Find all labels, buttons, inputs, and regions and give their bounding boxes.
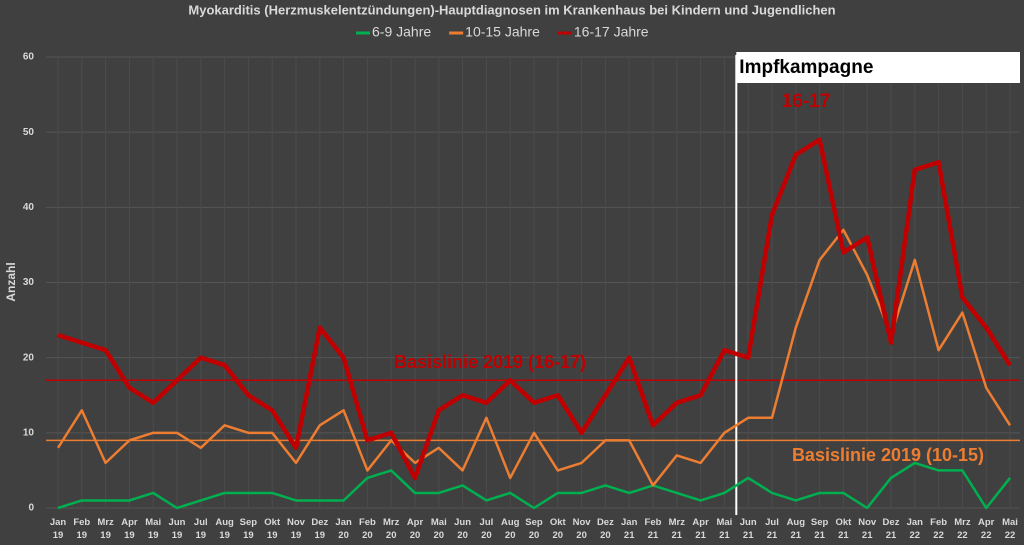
x-tick-label: Jun 20 [454, 517, 471, 541]
x-tick-label: Feb 21 [645, 517, 662, 541]
x-tick-label: Feb 22 [930, 517, 947, 541]
x-tick-label: Apr 22 [978, 517, 995, 541]
x-tick-label: Nov 21 [858, 517, 877, 541]
x-tick-label: Jan 22 [907, 517, 924, 541]
legend-label: 10-15 Jahre [465, 24, 540, 40]
x-tick-label: Nov 20 [573, 517, 592, 541]
x-tick-label: Sep 20 [525, 517, 543, 541]
baseline-label: Basislinie 2019 (10-15) [792, 445, 984, 465]
chart-title: Myokarditis (Herzmuskelentzündungen)-Hau… [188, 2, 835, 17]
peak-label: 16-17 [782, 91, 831, 112]
series-line [57, 137, 1012, 481]
x-tick-label: Okt 21 [835, 517, 852, 541]
x-tick-label: Sep 21 [811, 517, 829, 541]
x-tick-label: Aug 20 [501, 517, 520, 541]
x-tick-label: Mai 19 [145, 517, 161, 541]
y-tick-label: 30 [23, 277, 35, 288]
y-axis-label: Anzahl [4, 262, 18, 301]
y-tick-label: 0 [28, 503, 34, 514]
x-tick-label: Feb 19 [73, 517, 90, 541]
legend-label: 16-17 Jahre [574, 24, 649, 40]
x-tick-label: Okt 20 [550, 517, 567, 541]
y-tick-label: 10 [23, 427, 35, 438]
x-tick-label: Dez 21 [883, 517, 900, 541]
x-tick-label: Dez 20 [597, 517, 614, 541]
x-tick-label: Jul 21 [765, 517, 779, 541]
x-tick-label: Mrz 21 [669, 517, 686, 541]
campaign-label: Impfkampagne [739, 57, 873, 78]
x-tick-label: Apr 20 [407, 517, 424, 541]
x-tick-label: Feb 20 [359, 517, 376, 541]
x-tick-label: Jan 21 [621, 517, 638, 541]
x-tick-label: Mai 22 [1002, 517, 1018, 541]
legend-label: 6-9 Jahre [372, 24, 431, 40]
x-tick-label: Mai 21 [716, 517, 732, 541]
x-tick-label: Jun 19 [169, 517, 186, 541]
x-tick-label: Okt 19 [264, 517, 281, 541]
series-line [57, 461, 1011, 510]
x-tick-label: Jan 20 [335, 517, 352, 541]
x-tick-label: Jul 20 [480, 517, 494, 541]
x-tick-label: Nov 19 [287, 517, 306, 541]
x-tick-label: Jul 19 [194, 517, 208, 541]
x-tick-label: Dez 19 [311, 517, 328, 541]
x-tick-label: Jan 19 [50, 517, 67, 541]
baseline-label: Basislinie 2019 (16-17) [394, 352, 586, 372]
x-tick-label: Mrz 20 [383, 517, 400, 541]
x-tick-label: Mrz 19 [97, 517, 114, 541]
x-tick-label: Jun 21 [740, 517, 757, 541]
y-tick-label: 60 [23, 52, 35, 63]
y-tick-label: 40 [23, 202, 35, 213]
campaign-box [736, 52, 1020, 83]
x-tick-label: Aug 21 [787, 517, 806, 541]
x-tick-label: Apr 19 [121, 517, 138, 541]
y-tick-label: 50 [23, 127, 35, 138]
y-tick-label: 20 [23, 352, 35, 363]
x-tick-label: Mrz 22 [954, 517, 971, 541]
x-tick-label: Mai 20 [431, 517, 447, 541]
x-tick-label: Apr 21 [692, 517, 709, 541]
x-tick-label: Sep 19 [240, 517, 258, 541]
x-tick-label: Aug 19 [215, 517, 234, 541]
